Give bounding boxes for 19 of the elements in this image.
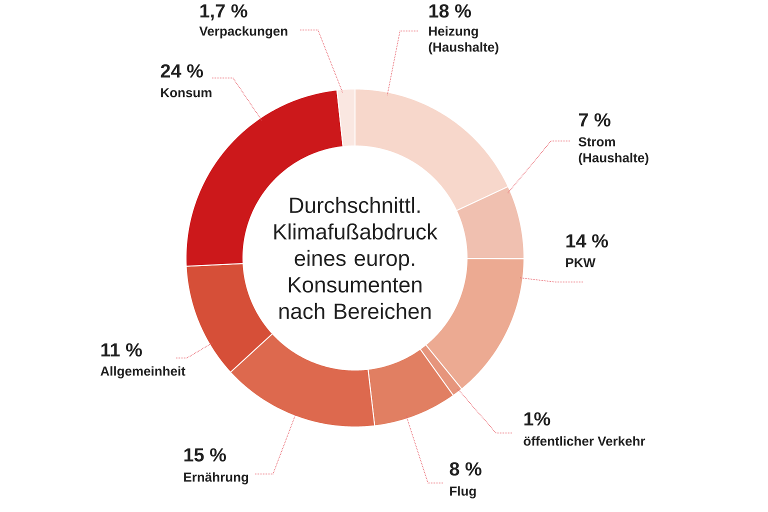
slice-label: Flug (450, 486, 476, 498)
slice-label: Strom (Haushalte) (578, 137, 648, 165)
data-label: 14 % (566, 234, 608, 248)
slice-label: öffentlicher Verkehr (524, 436, 646, 446)
data-label: 15 % (184, 448, 226, 462)
slice-label: Heizung (Haushalte) (428, 26, 498, 54)
data-label: 8 % (450, 462, 482, 476)
slice-label: Allgemeinheit (100, 366, 186, 378)
data-label: 1,7 % (200, 4, 248, 20)
text: Durchschnittl. Klimafußabdruck eines europ. Konsumenten nach Bereichen (274, 196, 438, 320)
data-label: 1% (524, 412, 550, 426)
slice-label: PKW (566, 258, 596, 268)
slice-label: Konsum (161, 88, 212, 98)
data-label: 7 % (579, 113, 610, 127)
slice-label: Ernährung (184, 472, 248, 484)
data-label: 18 % (429, 4, 471, 18)
data-label: 11 % (101, 343, 142, 357)
data-label: 24 % (160, 64, 203, 78)
slice-label: Verpackungen (199, 26, 288, 38)
